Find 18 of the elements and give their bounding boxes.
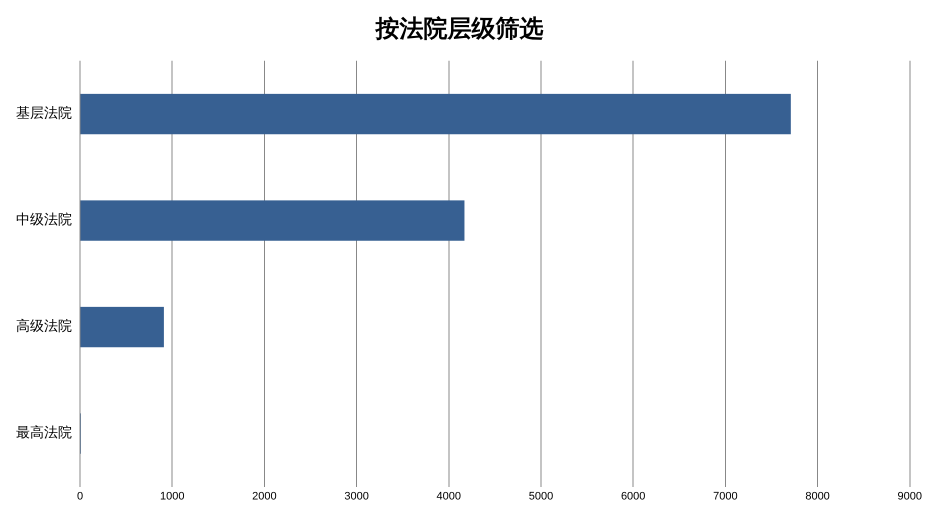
y-tick-label: 基层法院 [16, 106, 72, 122]
x-tick-label: 1000 [160, 490, 184, 502]
bar [80, 94, 791, 134]
bar [80, 306, 164, 348]
x-tick-label: 4000 [436, 490, 462, 502]
y-tick-label: 高级法院 [16, 318, 72, 335]
x-tick-label: 5000 [528, 490, 554, 502]
x-tick-label: 2000 [252, 490, 277, 502]
x-tick-label: 6000 [620, 490, 646, 502]
y-tick-label: 最高法院 [16, 425, 72, 442]
bar [80, 200, 464, 241]
x-tick-label: 0 [76, 490, 84, 502]
y-tick-label: 中级法院 [16, 212, 72, 228]
x-tick-label: 3000 [344, 490, 369, 502]
x-tick-label: 8000 [805, 490, 830, 502]
chart-title: 按法院层级筛选 [374, 14, 544, 43]
x-tick-label: 7000 [713, 490, 738, 502]
x-tick-label: 9000 [898, 490, 922, 502]
